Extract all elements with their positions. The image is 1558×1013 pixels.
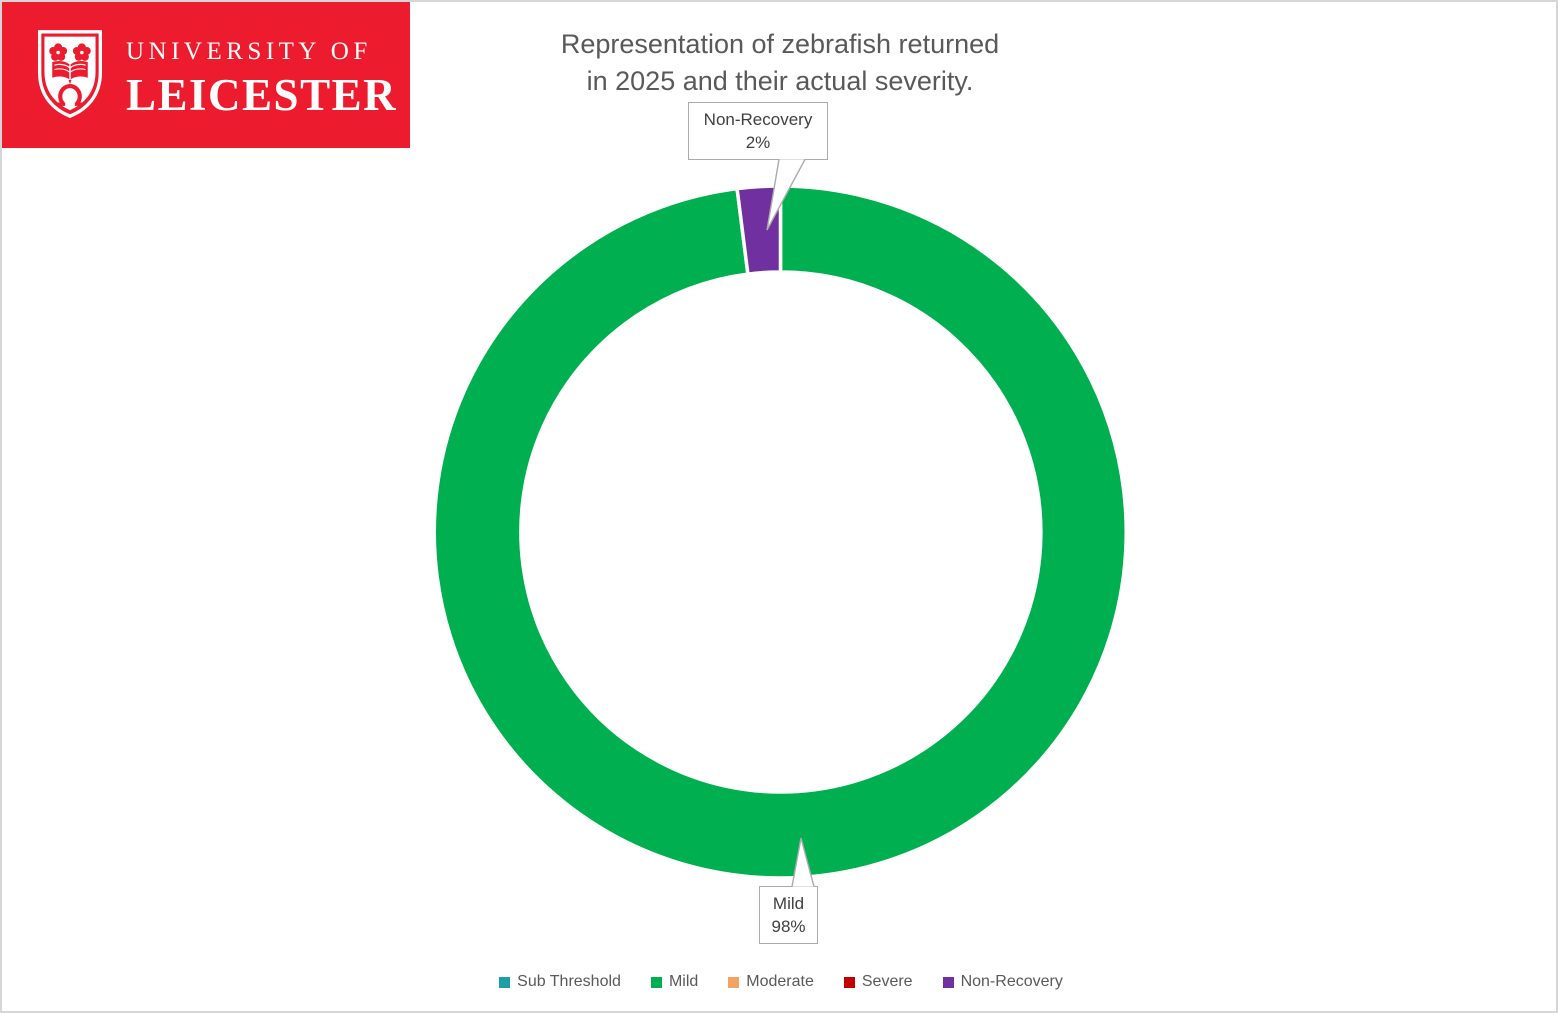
leicester-text: LEICESTER bbox=[126, 70, 398, 120]
sub-threshold-swatch-icon bbox=[499, 976, 511, 988]
legend-label: Mild bbox=[668, 973, 699, 990]
legend-item-severe: Severe bbox=[843, 973, 913, 991]
legend-item-moderate: Moderate bbox=[728, 973, 814, 991]
mild-callout-pointer bbox=[791, 837, 815, 887]
donut-slice-mild bbox=[432, 184, 1128, 880]
mild-label-percent: 98% bbox=[771, 917, 806, 936]
university-wordmark: UNIVERSITY OF LEICESTER bbox=[126, 38, 397, 121]
non-recovery-data-label: Non-Recovery 2% bbox=[688, 102, 828, 160]
mild-data-label: Mild 98% bbox=[759, 886, 818, 944]
donut-slice-non-recovery bbox=[735, 184, 783, 277]
open-book bbox=[52, 60, 88, 85]
mild-label-name: Mild bbox=[772, 894, 805, 913]
severe-swatch-icon bbox=[843, 976, 855, 988]
non-recovery-label-percent: 2% bbox=[745, 133, 771, 152]
non-recovery-swatch-icon bbox=[942, 976, 954, 988]
chart-legend: Sub Threshold Mild Moderate Severe Non-R… bbox=[2, 966, 1556, 998]
legend-label: Moderate bbox=[746, 973, 814, 990]
legend-label: Severe bbox=[861, 973, 913, 990]
chart-title: Representation of zebrafish returned in … bbox=[430, 26, 1130, 100]
horseshoe bbox=[57, 84, 83, 106]
legend-item-mild: Mild bbox=[650, 973, 699, 991]
legend-label: Non-Recovery bbox=[960, 973, 1063, 990]
legend-item-sub-threshold: Sub Threshold bbox=[499, 973, 621, 991]
chart-title-line2: in 2025 and their actual severity. bbox=[586, 66, 974, 96]
cinquefoil-left bbox=[49, 43, 68, 61]
university-of-text: UNIVERSITY OF bbox=[126, 38, 372, 65]
legend-label: Sub Threshold bbox=[517, 973, 621, 990]
non-recovery-callout-pointer bbox=[766, 159, 806, 231]
leicester-shield-icon bbox=[37, 30, 103, 118]
chart-title-line1: Representation of zebrafish returned bbox=[560, 29, 1000, 59]
cinquefoil-right bbox=[72, 43, 91, 61]
university-banner: UNIVERSITY OF LEICESTER bbox=[2, 2, 410, 148]
mild-swatch-icon bbox=[650, 976, 662, 988]
legend-item-non-recovery: Non-Recovery bbox=[942, 973, 1063, 991]
non-recovery-label-name: Non-Recovery bbox=[703, 110, 813, 129]
moderate-swatch-icon bbox=[728, 976, 740, 988]
